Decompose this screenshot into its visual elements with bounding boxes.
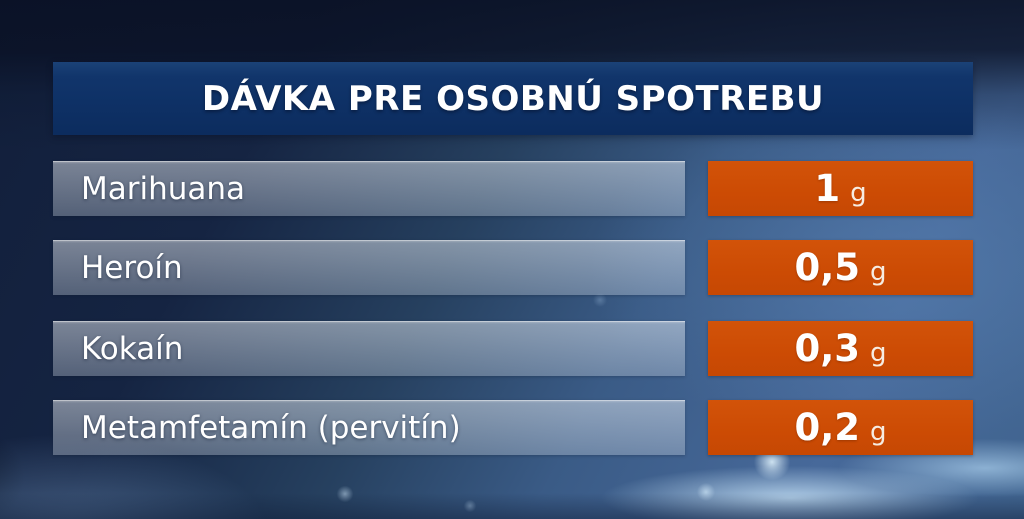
drug-name-cell: Kokaín [53, 321, 685, 376]
dose-amount: 0,5 [794, 246, 861, 289]
table-row: Marihuana 1 g [53, 161, 973, 216]
dose-unit: g [870, 417, 887, 447]
drug-name-cell: Heroín [53, 240, 685, 295]
dose-amount: 0,3 [794, 327, 861, 370]
dose-badge: 1 g [708, 161, 973, 216]
table-row: Metamfetamín (pervitín) 0,2 g [53, 400, 973, 455]
dose-amount: 0,2 [794, 406, 861, 449]
dose-amount: 1 [814, 167, 841, 210]
drug-name-label: Kokaín [81, 330, 184, 367]
dose-badge: 0,2 g [708, 400, 973, 455]
drug-name-label: Heroín [81, 249, 183, 286]
dose-badge: 0,5 g [708, 240, 973, 295]
page-title: DÁVKA PRE OSOBNÚ SPOTREBU [201, 78, 825, 119]
dose-unit: g [870, 257, 887, 287]
drug-name-label: Metamfetamín (pervitín) [81, 409, 461, 446]
dose-unit: g [870, 338, 887, 368]
drug-name-cell: Marihuana [53, 161, 685, 216]
table-row: Kokaín 0,3 g [53, 321, 973, 376]
header-bar: DÁVKA PRE OSOBNÚ SPOTREBU [53, 62, 973, 135]
drug-name-cell: Metamfetamín (pervitín) [53, 400, 685, 455]
dose-unit: g [850, 178, 867, 208]
table-row: Heroín 0,5 g [53, 240, 973, 295]
drug-name-label: Marihuana [81, 170, 246, 207]
dose-badge: 0,3 g [708, 321, 973, 376]
